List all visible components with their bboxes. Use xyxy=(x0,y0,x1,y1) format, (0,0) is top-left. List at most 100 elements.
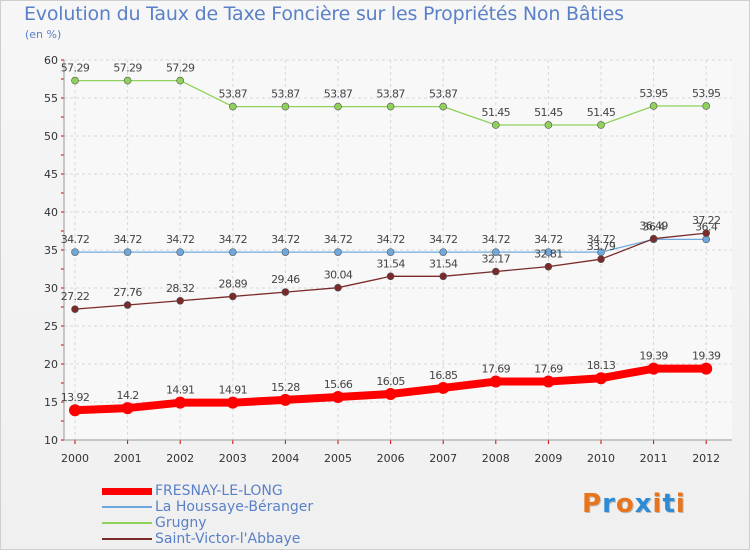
data-point xyxy=(334,248,342,256)
data-point xyxy=(386,272,395,281)
x-tick-label: 2004 xyxy=(271,452,299,465)
data-label: 34.72 xyxy=(324,233,353,246)
data-point xyxy=(386,102,395,111)
data-label: 57.29 xyxy=(61,62,90,75)
data-label: 34.72 xyxy=(113,233,142,246)
data-label: 53.87 xyxy=(429,88,458,101)
legend-item: Grugny xyxy=(102,515,313,531)
legend: FRESNAY-LE-LONG La Houssaye-Béranger Grugn… xyxy=(102,483,313,547)
data-point xyxy=(542,375,555,388)
data-label: 53.87 xyxy=(271,88,300,101)
data-point xyxy=(123,248,132,256)
data-point xyxy=(121,402,134,415)
y-tick-label: 35 xyxy=(44,244,58,257)
data-point xyxy=(597,255,605,263)
y-tick-label: 30 xyxy=(44,282,58,295)
data-point xyxy=(649,102,658,110)
legend-swatch xyxy=(102,538,152,540)
data-label: 37.22 xyxy=(692,214,721,227)
data-point xyxy=(384,388,397,401)
data-point xyxy=(544,248,553,256)
data-point xyxy=(439,102,448,111)
data-point xyxy=(491,121,500,129)
data-label: 27.22 xyxy=(61,290,90,303)
data-point xyxy=(437,381,450,394)
data-label: 18.13 xyxy=(587,359,616,372)
y-tick-label: 25 xyxy=(44,320,58,333)
data-point xyxy=(176,76,184,85)
data-label: 34.72 xyxy=(482,233,511,246)
data-point xyxy=(702,102,711,110)
data-label: 53.87 xyxy=(324,88,353,101)
data-point xyxy=(281,248,290,256)
data-label: 53.87 xyxy=(219,88,248,101)
data-point xyxy=(176,248,184,256)
data-point xyxy=(229,102,237,111)
data-label: 28.32 xyxy=(166,282,195,295)
x-tick-label: 2003 xyxy=(219,452,247,465)
x-tick-label: 2000 xyxy=(61,452,89,465)
data-point xyxy=(491,248,500,256)
data-label: 14.2 xyxy=(117,389,139,402)
legend-label: Saint-Victor-l'Abbaye xyxy=(155,530,301,547)
data-label: 53.95 xyxy=(639,87,668,100)
data-label: 33.79 xyxy=(587,240,616,253)
data-label: 57.29 xyxy=(166,62,195,75)
data-label: 34.72 xyxy=(271,233,300,246)
x-tick-label: 2009 xyxy=(534,452,562,465)
data-point xyxy=(174,396,187,409)
data-label: 51.45 xyxy=(534,106,563,119)
data-point xyxy=(123,76,132,85)
data-label: 29.46 xyxy=(271,273,300,286)
data-label: 17.69 xyxy=(534,363,563,376)
x-tick-label: 2007 xyxy=(429,452,457,465)
data-point xyxy=(647,362,660,375)
data-label: 51.45 xyxy=(587,106,616,119)
x-tick-label: 2011 xyxy=(640,452,668,465)
data-point xyxy=(281,288,290,296)
legend-label: La Houssaye-Béranger xyxy=(155,498,314,515)
y-tick-label: 45 xyxy=(44,168,58,181)
data-point xyxy=(69,404,81,417)
x-tick-label: 2006 xyxy=(377,452,405,465)
data-point xyxy=(71,76,79,85)
data-point xyxy=(491,267,500,276)
y-tick-label: 60 xyxy=(44,54,58,67)
data-label: 15.66 xyxy=(324,378,353,391)
data-point xyxy=(489,375,502,388)
data-point xyxy=(229,292,237,301)
data-label: 34.72 xyxy=(534,233,563,246)
data-point xyxy=(597,121,605,129)
data-label: 34.72 xyxy=(166,233,195,246)
x-tick-label: 2010 xyxy=(587,452,615,465)
data-label: 32.81 xyxy=(534,248,563,261)
data-point xyxy=(702,229,711,237)
legend-item: Saint-Victor-l'Abbaye xyxy=(102,531,313,547)
data-point xyxy=(700,362,713,375)
data-label: 57.29 xyxy=(113,62,142,75)
legend-label: Grugny xyxy=(155,514,207,531)
data-label: 34.72 xyxy=(429,233,458,246)
logo-letter: P xyxy=(582,489,603,519)
data-label: 34.72 xyxy=(376,233,405,246)
data-label: 36.4 xyxy=(695,220,718,233)
data-label: 17.69 xyxy=(482,363,511,376)
data-point xyxy=(123,301,132,309)
legend-label: FRESNAY-LE-LONG xyxy=(155,482,283,499)
legend-swatch xyxy=(102,522,152,524)
data-label: 16.85 xyxy=(429,369,458,382)
data-point xyxy=(334,283,342,292)
x-tick-label: 2008 xyxy=(482,452,510,465)
x-tick-label: 2012 xyxy=(692,452,720,465)
logo-letter: t xyxy=(662,489,676,519)
legend-item: La Houssaye-Béranger xyxy=(102,499,313,515)
data-point xyxy=(176,296,184,305)
data-label: 36.49 xyxy=(639,220,668,233)
data-label: 31.54 xyxy=(429,257,458,270)
y-tick-label: 20 xyxy=(44,358,58,371)
chart-title: Evolution du Taux de Taxe Foncière sur l… xyxy=(24,3,624,25)
legend-item: FRESNAY-LE-LONG xyxy=(102,483,313,499)
data-label: 53.95 xyxy=(692,87,721,100)
data-label: 36.4 xyxy=(643,220,666,233)
